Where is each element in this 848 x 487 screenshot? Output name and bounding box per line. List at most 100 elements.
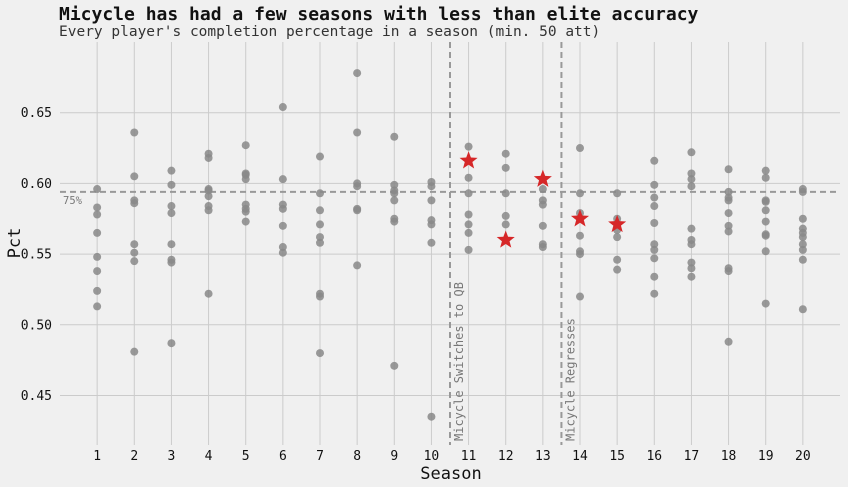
scatter-point xyxy=(464,228,473,237)
scatter-point xyxy=(353,261,362,270)
x-tick-label: 12 xyxy=(498,449,514,464)
scatter-point xyxy=(427,196,436,205)
scatter-point xyxy=(613,255,622,264)
scatter-point xyxy=(761,197,770,206)
x-tick-label: 5 xyxy=(242,449,250,464)
x-tick-label: 4 xyxy=(205,449,213,464)
scatter-point xyxy=(204,206,213,215)
scatter-point xyxy=(687,182,696,191)
scatter-point xyxy=(798,214,807,223)
scatter-point xyxy=(278,248,287,257)
scatter-point xyxy=(93,252,102,261)
scatter-point xyxy=(650,218,659,227)
scatter-point xyxy=(761,173,770,182)
scatter-point xyxy=(167,202,176,211)
x-tick-label: 6 xyxy=(279,449,287,464)
scatter-point xyxy=(241,141,250,150)
scatter-point xyxy=(353,206,362,215)
scatter-point xyxy=(464,245,473,254)
scatter-point xyxy=(501,189,510,198)
scatter-point xyxy=(761,231,770,240)
scatter-point xyxy=(650,289,659,298)
scatter-point xyxy=(167,258,176,267)
scatter-point xyxy=(650,156,659,165)
tick-layer: 1 2 3 4 5 6 7 8 9 10 11 12 13 14 15 16 17 18 19 200.450.500… xyxy=(21,106,811,464)
scatter-point xyxy=(724,209,733,218)
scatter-point xyxy=(204,186,213,195)
scatter-point xyxy=(761,166,770,175)
scatter-point xyxy=(650,193,659,202)
scatter-point xyxy=(167,166,176,175)
chart-subtitle: Every player's completion percentage in … xyxy=(59,24,601,40)
annotation-label: Micycle Regresses xyxy=(563,318,577,441)
scatter-point xyxy=(167,240,176,249)
x-tick-label: 8 xyxy=(353,449,361,464)
scatter-point xyxy=(316,238,324,247)
scatter-point xyxy=(576,144,584,153)
scatter-point xyxy=(204,289,213,298)
scatter-point xyxy=(538,221,547,230)
x-tick-label: 19 xyxy=(758,449,774,464)
scatter-point xyxy=(427,220,436,229)
x-tick-label: 1 xyxy=(93,449,101,464)
scatter-point xyxy=(167,209,176,218)
scatter-point xyxy=(798,187,807,196)
scatter-point xyxy=(93,267,102,276)
scatter-point xyxy=(241,217,250,226)
scatter-point xyxy=(724,196,733,205)
x-tick-label: 3 xyxy=(168,449,176,464)
scatter-point xyxy=(501,211,510,220)
scatter-point xyxy=(278,221,287,230)
star-point xyxy=(608,214,627,233)
scatter-point xyxy=(650,202,659,211)
scatter-point xyxy=(501,149,510,158)
scatter-point xyxy=(798,245,807,254)
scatter-point xyxy=(353,182,362,191)
scatter-point xyxy=(427,412,436,421)
scatter-point xyxy=(761,217,770,226)
scatter-point xyxy=(130,199,139,208)
scatter-point xyxy=(576,292,584,301)
scatter-point xyxy=(687,258,696,267)
scatter-point xyxy=(390,361,399,370)
scatter-point xyxy=(93,185,102,194)
x-tick-label: 13 xyxy=(535,449,551,464)
scatter-point xyxy=(798,305,807,314)
scatter-point xyxy=(278,103,287,112)
scatter-point xyxy=(316,189,324,198)
x-axis-title: Season xyxy=(420,464,481,484)
y-tick-label: 0.55 xyxy=(21,248,52,263)
scatter-point xyxy=(167,339,176,348)
scatter-point xyxy=(130,257,139,266)
x-tick-label: 20 xyxy=(795,449,811,464)
scatter-point xyxy=(650,240,659,249)
scatter-point xyxy=(390,189,399,198)
scatter-point xyxy=(724,337,733,346)
scatter-point xyxy=(501,163,510,172)
scatter-point xyxy=(464,142,473,151)
x-tick-label: 11 xyxy=(461,449,477,464)
scatter-point xyxy=(390,132,399,141)
scatter-point xyxy=(798,233,807,242)
scatter-point xyxy=(93,203,102,212)
scatter-point xyxy=(390,180,399,189)
scatter-point xyxy=(687,175,696,184)
y-axis-title: Pct xyxy=(5,228,25,259)
y-tick-label: 0.65 xyxy=(21,106,52,121)
scatter-point xyxy=(316,233,324,242)
scatter-point xyxy=(464,210,473,219)
scatter-point xyxy=(576,189,584,198)
scatter-point xyxy=(538,200,547,209)
scatter-point xyxy=(93,228,102,237)
scatter-point xyxy=(130,248,139,257)
scatter-point xyxy=(204,153,213,162)
scatter-point xyxy=(390,196,399,205)
scatter-point xyxy=(650,272,659,281)
scatter-point xyxy=(130,240,139,249)
y-tick-label: 0.45 xyxy=(21,389,52,404)
scatter-point xyxy=(687,148,696,157)
x-tick-label: 2 xyxy=(130,449,138,464)
scatter-point xyxy=(427,182,436,191)
y-tick-label: 0.50 xyxy=(21,318,52,333)
